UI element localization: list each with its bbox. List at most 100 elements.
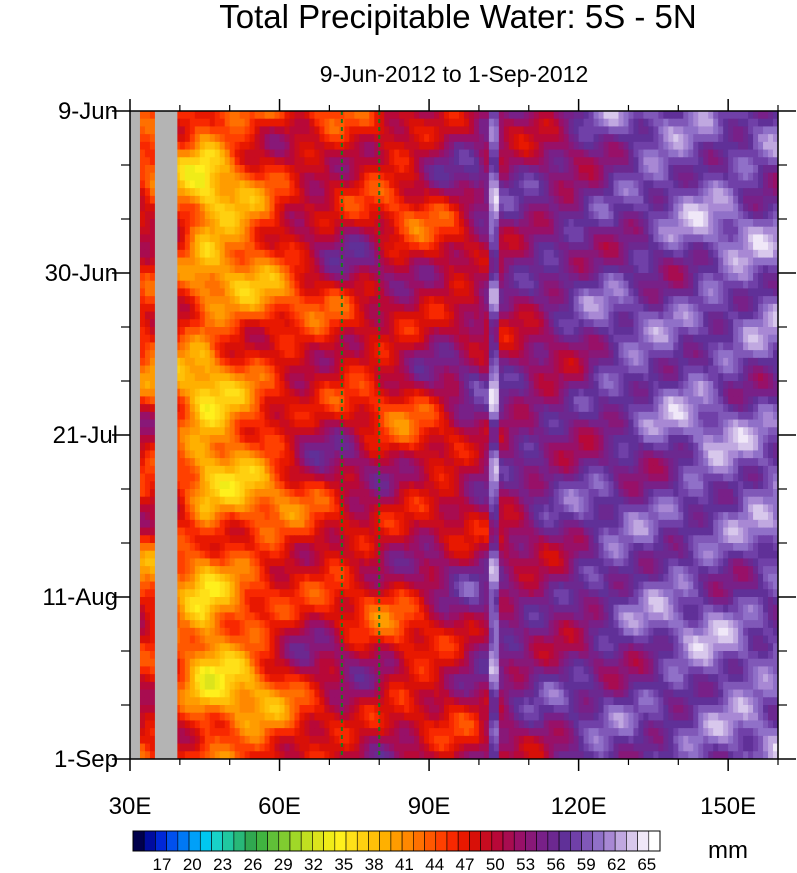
field-cell xyxy=(658,288,664,297)
field-cell xyxy=(708,157,714,166)
field-cell xyxy=(209,211,216,220)
field-cell xyxy=(553,296,560,305)
field-cell xyxy=(508,141,515,151)
field-cell xyxy=(304,234,311,243)
field-cell xyxy=(673,319,679,328)
field-cell xyxy=(234,288,241,297)
field-cell xyxy=(334,288,340,297)
field-cell xyxy=(543,242,550,251)
field-cell xyxy=(538,327,545,336)
field-cell xyxy=(339,111,345,120)
field-cell xyxy=(668,242,674,251)
field-cell xyxy=(289,327,296,336)
field-cell xyxy=(379,334,385,344)
field-cell xyxy=(439,165,445,174)
field-cell xyxy=(588,327,595,336)
field-cell xyxy=(738,180,744,189)
field-cell xyxy=(508,149,515,158)
field-cell xyxy=(523,280,530,290)
field-cell xyxy=(728,365,734,374)
field-cell xyxy=(628,118,635,128)
field-cell xyxy=(503,195,510,205)
field-cell xyxy=(628,334,635,344)
field-cell xyxy=(753,396,759,405)
field-cell xyxy=(199,126,206,135)
field-cell xyxy=(449,111,455,120)
field-cell xyxy=(244,180,251,189)
field-cell xyxy=(204,149,211,158)
field-cell xyxy=(429,157,435,166)
field-cell xyxy=(673,296,679,305)
field-cell xyxy=(444,141,450,151)
field-cell xyxy=(473,280,480,290)
field-cell xyxy=(274,396,281,405)
field-cell xyxy=(713,396,719,405)
field-cell xyxy=(429,211,435,220)
field-cell xyxy=(279,203,286,212)
field-cell xyxy=(613,342,620,351)
field-cell xyxy=(618,234,625,243)
field-cell xyxy=(394,249,400,259)
field-cell xyxy=(473,396,480,405)
field-cell xyxy=(149,111,156,120)
field-cell xyxy=(503,303,510,313)
field-cell xyxy=(204,219,211,228)
field-cell xyxy=(149,211,156,220)
field-cell xyxy=(643,249,649,259)
field-cell xyxy=(424,311,430,320)
field-cell xyxy=(194,334,201,344)
field-cell xyxy=(279,404,286,413)
field-cell xyxy=(174,388,181,398)
field-cell xyxy=(359,273,365,282)
field-cell xyxy=(568,111,575,120)
field-cell xyxy=(573,219,580,228)
field-cell xyxy=(668,396,674,405)
field-cell xyxy=(658,296,664,305)
field-cell xyxy=(573,203,580,212)
field-cell xyxy=(214,342,221,351)
field-cell xyxy=(533,242,540,251)
field-cell xyxy=(723,195,729,205)
field-cell xyxy=(688,219,694,228)
field-cell xyxy=(354,249,360,259)
field-cell xyxy=(384,203,390,212)
field-cell xyxy=(703,373,709,382)
field-cell xyxy=(678,365,684,374)
field-cell xyxy=(179,381,186,390)
field-cell xyxy=(538,249,545,259)
field-cell xyxy=(688,157,694,166)
field-cell xyxy=(458,211,465,220)
field-cell xyxy=(483,211,490,220)
field-cell xyxy=(558,157,565,166)
field-cell xyxy=(319,311,325,320)
field-cell xyxy=(144,327,151,336)
field-cell xyxy=(354,357,360,367)
field-cell xyxy=(329,134,335,143)
field-cell xyxy=(503,334,510,344)
field-cell xyxy=(279,396,286,405)
field-cell xyxy=(269,288,276,297)
field-cell xyxy=(379,265,385,274)
field-cell xyxy=(294,141,301,151)
field-cell xyxy=(414,242,420,251)
field-cell xyxy=(139,165,146,174)
field-cell xyxy=(488,172,495,182)
field-cell xyxy=(493,111,500,120)
field-cell xyxy=(568,327,575,336)
field-cell xyxy=(234,273,241,282)
field-cell xyxy=(458,357,465,367)
field-cell xyxy=(473,149,480,158)
field-cell xyxy=(753,273,759,282)
field-cell xyxy=(598,157,605,166)
field-cell xyxy=(254,157,261,166)
field-cell xyxy=(548,365,555,374)
field-cell xyxy=(528,396,535,405)
field-cell xyxy=(174,273,181,282)
field-cell xyxy=(533,396,540,405)
field-cell xyxy=(623,165,630,174)
field-cell xyxy=(454,327,460,336)
field-cell xyxy=(259,342,266,351)
field-cell xyxy=(653,242,659,251)
field-cell xyxy=(463,203,470,212)
field-cell xyxy=(264,257,271,266)
